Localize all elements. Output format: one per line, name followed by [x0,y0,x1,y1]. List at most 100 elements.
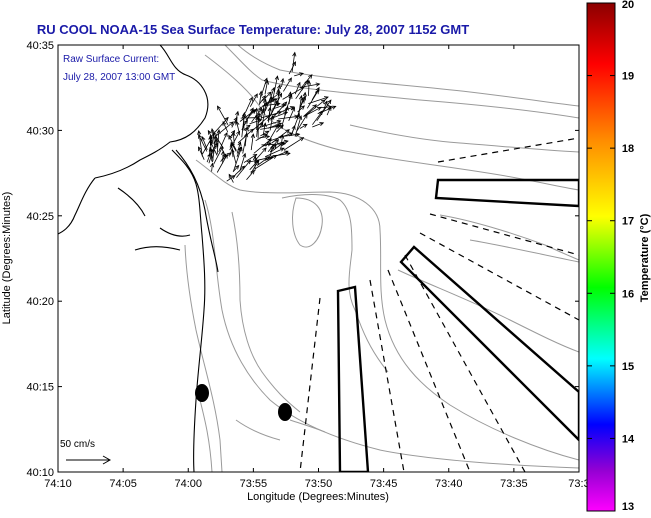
current-vector [283,77,292,92]
current-vector-head [222,153,227,159]
current-vector-head [270,114,275,120]
current-vector [256,122,264,133]
map-features [58,45,579,472]
current-vector-head [234,164,240,170]
current-vector [229,131,240,151]
current-vector [209,135,213,162]
current-vector-head [292,51,297,57]
x-tick-label: 74:05 [109,478,137,490]
y-tick-label: 40:25 [26,211,54,223]
colorbar-tick-label: 17 [622,216,634,228]
buoy-marker [278,403,292,421]
x-tick-label: 73:50 [305,478,333,490]
current-vector-head [315,82,321,87]
colorbar-tick-label: 16 [622,288,634,300]
current-vector-head [277,110,283,115]
current-vector-head [235,110,240,116]
current-vector-head [276,88,281,93]
bathymetry-contours [184,45,579,472]
current-vector [280,134,283,150]
current-vector-head [280,77,285,83]
current-vector [299,83,320,88]
current-vector [278,115,299,120]
current-vector [211,128,216,146]
current-vector [308,80,310,96]
current-vector-head [224,116,229,122]
colorbar-tick-label: 14 [622,433,635,445]
current-vector [268,107,271,119]
current-vector [291,52,296,72]
current-vector [264,147,285,158]
current-vector-head [272,98,278,103]
current-vector [282,86,305,100]
current-vector-head [272,154,278,159]
y-axis-label: Latitude (Degrees:Minutes) [1,192,13,325]
current-vector [297,105,305,113]
current-vector-head [291,124,296,130]
current-vector-head [208,134,213,140]
x-tick-label: 74:00 [174,478,202,490]
current-vector-head [315,86,320,92]
current-vector-head [327,99,332,105]
current-vector [207,130,213,139]
current-vector-head [327,105,332,111]
current-vector-head [246,159,251,165]
current-vector [245,109,256,121]
current-vector [305,99,326,116]
x-tick-label: 73:40 [435,478,463,490]
current-vector-head [299,137,305,142]
current-vector [317,105,336,115]
current-vector [249,119,262,125]
current-vector [226,175,236,182]
current-vector [308,96,329,104]
current-vector [231,148,234,158]
current-vector-head [287,77,292,83]
current-vector [239,153,246,172]
current-vector-head [296,81,301,87]
current-vector-head [228,134,233,140]
colorbar-tick-label: 19 [622,71,634,83]
buoy-marker [195,384,209,402]
current-vector-head [260,108,265,113]
colorbar-tick-label: 18 [622,143,634,155]
current-vector [236,147,241,157]
current-vector-head [302,91,307,97]
current-vector [243,124,251,131]
current-vector-head [235,120,240,126]
current-vector [312,122,324,128]
current-vector [268,111,288,120]
current-vector [265,98,276,105]
x-tick-label: 74:10 [44,478,72,490]
current-vector [260,111,282,119]
current-vector-head [250,133,255,139]
current-vector-head [254,107,259,113]
current-vector [259,95,266,105]
current-vector-head [209,140,214,146]
current-vector [261,102,267,127]
current-vector-head [316,106,322,111]
current-vector-head [230,174,236,180]
current-vector [236,159,251,178]
y-tick-label: 40:10 [26,467,54,479]
current-vector [254,147,267,162]
current-vector-head [223,153,228,159]
current-vector [220,153,227,162]
current-vector-head [253,93,258,99]
current-vector [303,104,317,117]
current-vector-head [257,118,263,123]
current-vector [312,110,323,125]
current-vector-head [263,77,268,83]
current-vector-head [323,96,329,101]
current-vector-head [283,139,289,144]
colorbar-label: Temperature (°C) [639,213,651,302]
current-vector-head [303,113,308,119]
current-vector-head [233,116,238,122]
current-vector-head [300,105,306,110]
current-vector [280,106,289,129]
current-vector-head [246,124,251,129]
current-vector-head [267,91,272,97]
current-vector [208,149,214,164]
current-vector-head [213,135,218,141]
current-vector-head [267,106,272,112]
current-vector [298,95,302,117]
